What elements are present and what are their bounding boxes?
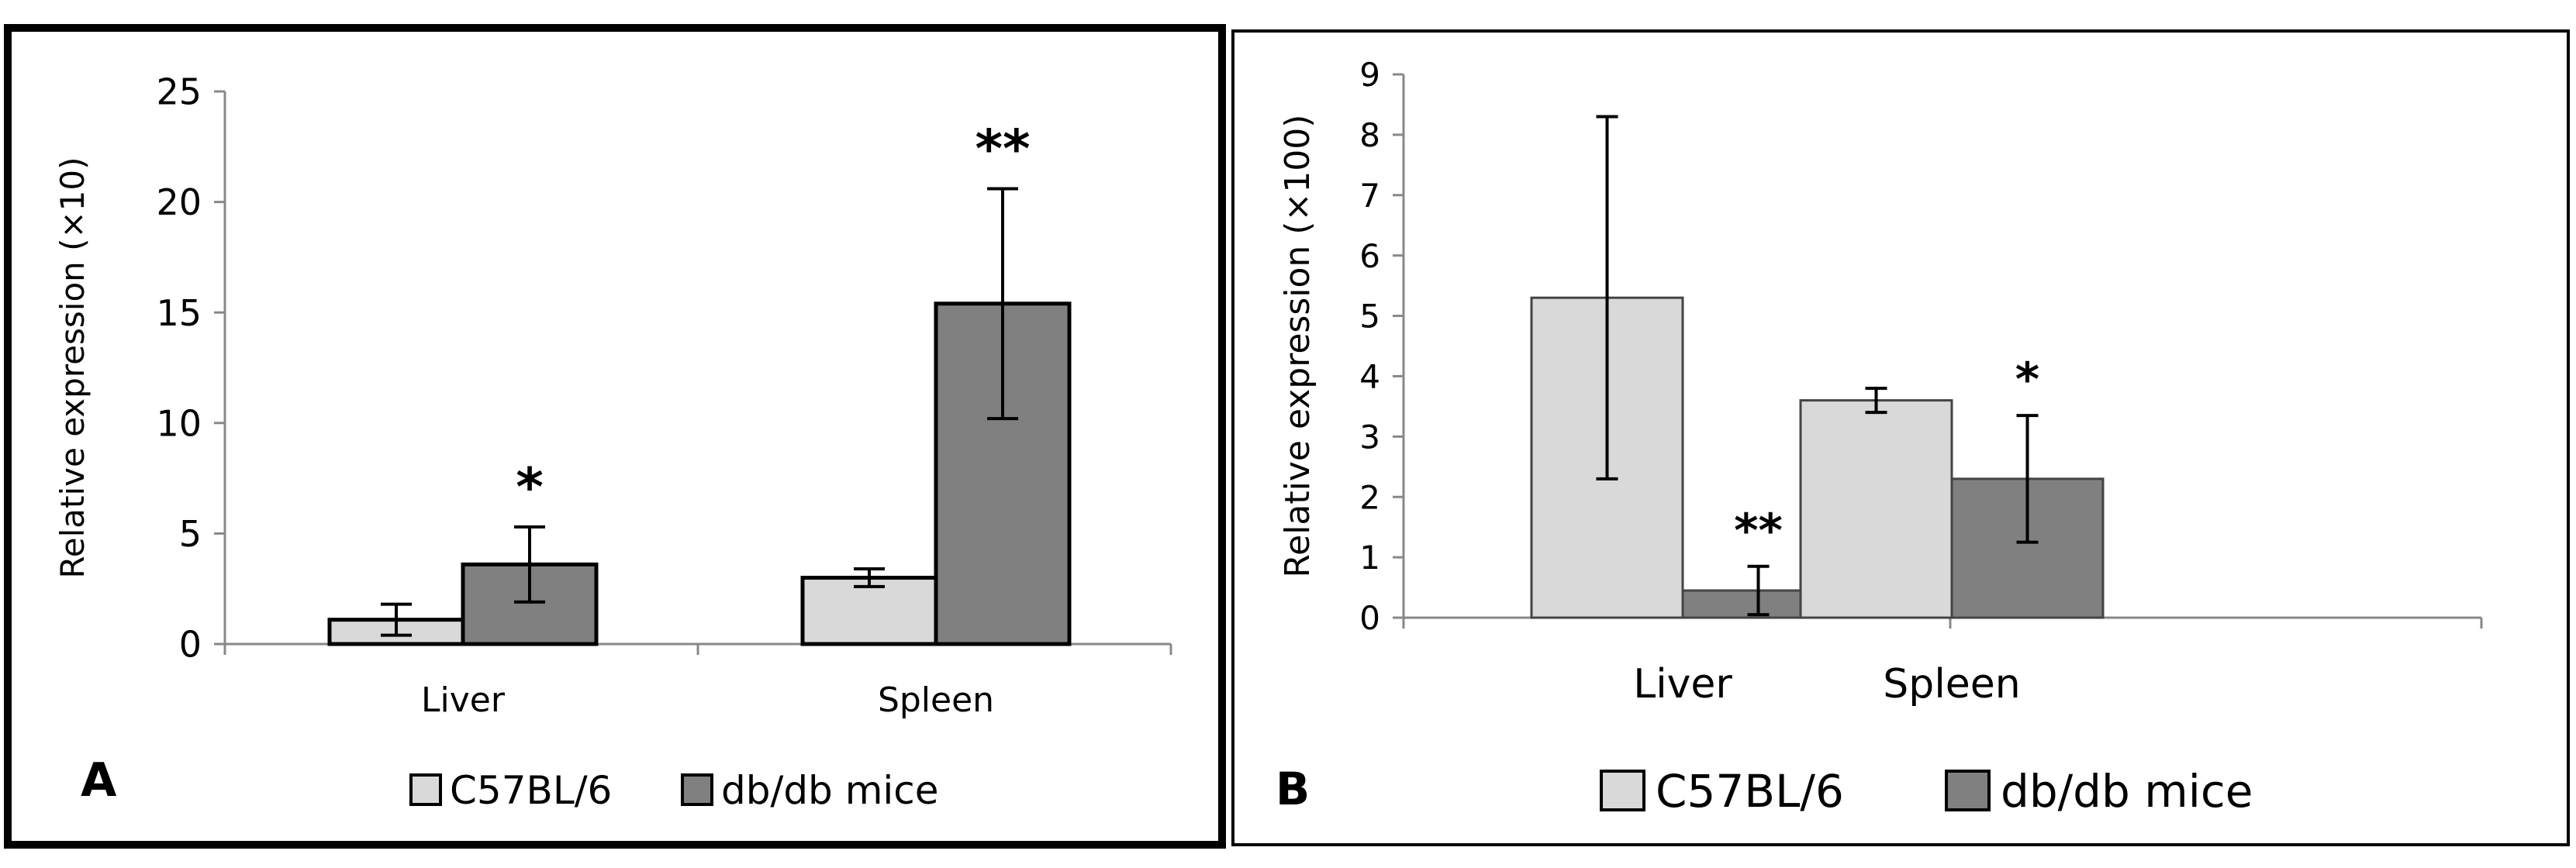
x-category-label: Spleen <box>1883 661 2020 708</box>
y-tick-label: 1 <box>1359 539 1380 577</box>
x-category-label: Spleen <box>878 680 994 720</box>
significance-marker: * <box>2015 353 2039 407</box>
y-axis-label: Relative expression (×10) <box>54 157 92 578</box>
legend-label: C57BL/6 <box>450 768 612 813</box>
legend-swatch <box>409 773 442 806</box>
legend-swatch <box>681 773 713 806</box>
legend-swatch <box>1600 770 1645 811</box>
panel-a-frame <box>4 24 1226 849</box>
y-tick-label: 20 <box>156 181 202 223</box>
y-tick-label: 9 <box>1359 56 1380 94</box>
y-tick-label: 0 <box>179 624 202 666</box>
panel-b-frame <box>1231 29 2570 846</box>
legend-label: db/db mice <box>2001 765 2253 818</box>
x-category-label: Liver <box>421 680 506 720</box>
panel-b: 0 1 2 3 4 5 6 7 8 9 Relative expression (×100) Live… <box>1276 56 2483 818</box>
legend-label: C57BL/6 <box>1656 765 1844 818</box>
y-tick-label: 8 <box>1359 116 1380 154</box>
legend-label: db/db mice <box>721 768 939 813</box>
y-tick-label: 3 <box>1359 418 1380 456</box>
significance-marker: ** <box>1734 504 1783 558</box>
bar <box>800 575 938 646</box>
bar <box>1799 399 1953 619</box>
y-tick-label: 4 <box>1359 358 1380 396</box>
y-axis-label: Relative expression (×100) <box>1278 115 1317 578</box>
significance-marker: ** <box>975 119 1030 180</box>
y-tick-label: 7 <box>1359 177 1380 215</box>
legend-swatch <box>1945 770 1991 811</box>
y-tick-label: 15 <box>156 292 202 334</box>
y-tick-label: 5 <box>179 513 202 555</box>
y-tick-label: 5 <box>1359 298 1380 336</box>
panel-letter: B <box>1276 763 1310 815</box>
y-tick-label: 10 <box>156 402 202 444</box>
y-tick-label: 0 <box>1359 599 1380 637</box>
panel-letter: A <box>81 753 117 808</box>
x-category-label: Liver <box>1633 661 1732 708</box>
significance-marker: * <box>516 457 544 518</box>
y-tick-label: 6 <box>1359 237 1380 275</box>
y-tick-label: 25 <box>156 71 202 113</box>
y-tick-label: 2 <box>1359 478 1380 516</box>
panel-a: 0 5 10 15 20 25 Relative expression (×10) Liver… <box>54 71 1172 813</box>
